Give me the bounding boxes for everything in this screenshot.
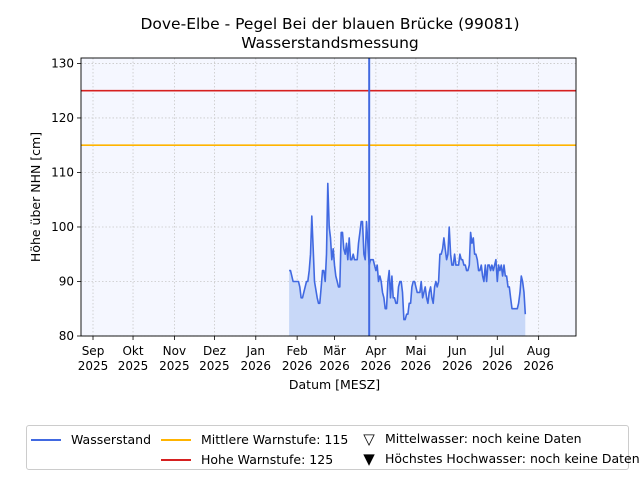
legend-item-hochwasser: ▼ Höchstes Hochwasser: noch keine Daten <box>361 449 640 468</box>
legend-label-hohe: Hohe Warnstufe: 125 <box>201 452 334 467</box>
triangle-down-filled-icon: ▼ <box>363 449 375 468</box>
y-tick-label: 100 <box>51 220 74 234</box>
legend-line-wasserstand <box>31 438 61 441</box>
x-tick-year-label: 2025 <box>78 359 109 373</box>
x-tick-year-label: 2026 <box>523 359 554 373</box>
x-tick-year-label: 2026 <box>442 359 473 373</box>
y-tick-label: 110 <box>51 165 74 179</box>
x-tick-label: Sep <box>82 344 105 358</box>
x-tick-label: Dez <box>203 344 226 358</box>
x-tick-label: Jun <box>447 344 467 358</box>
x-tick-label: Mai <box>405 344 426 358</box>
legend-label-hochwasser: Höchstes Hochwasser: noch keine Daten <box>385 451 640 466</box>
x-tick-label: Nov <box>163 344 186 358</box>
legend-item-wasserstand: Wasserstand <box>31 432 151 447</box>
legend-label-mittelwasser: Mittelwasser: noch keine Daten <box>385 431 582 446</box>
x-tick-label: Aug <box>527 344 550 358</box>
legend-item-mittlere-warnstufe: Mittlere Warnstufe: 115 <box>161 432 348 447</box>
y-axis-label: Höhe über NHN [cm] <box>28 132 43 262</box>
x-tick-year-label: 2026 <box>361 359 392 373</box>
x-tick-label: Mär <box>323 344 346 358</box>
chart-legend: Wasserstand Mittlere Warnstufe: 115 Hohe… <box>26 425 640 470</box>
legend-label-wasserstand: Wasserstand <box>71 432 152 447</box>
x-tick-year-label: 2026 <box>241 359 272 373</box>
series-area-wasserstand <box>289 183 526 336</box>
x-axis-label: Datum [MESZ] <box>289 377 380 392</box>
y-tick-label: 120 <box>51 111 74 125</box>
x-tick-label: Jul <box>489 344 504 358</box>
x-tick-year-label: 2025 <box>199 359 230 373</box>
x-tick-year-label: 2025 <box>118 359 149 373</box>
y-tick-label: 90 <box>59 274 74 288</box>
x-tick-year-label: 2026 <box>319 359 350 373</box>
x-tick-year-label: 2025 <box>159 359 190 373</box>
plot-frame <box>80 57 577 337</box>
legend-line-hohe <box>161 458 191 461</box>
x-tick-year-label: 2026 <box>401 359 432 373</box>
x-tick-label: Jan <box>246 344 266 358</box>
legend-line-mittlere <box>161 438 191 441</box>
chart-title: Dove-Elbe - Pegel Bei der blauen Brücke … <box>140 15 520 33</box>
x-tick-label: Okt <box>122 344 143 358</box>
x-tick-label: Feb <box>287 344 308 358</box>
x-tick-year-label: 2026 <box>282 359 313 373</box>
y-tick-label: 80 <box>59 329 74 343</box>
triangle-down-open-icon: ▽ <box>363 429 375 448</box>
x-tick-label: Apr <box>365 344 386 358</box>
legend-label-mittlere: Mittlere Warnstufe: 115 <box>201 432 349 447</box>
legend-item-mittelwasser: ▽ Mittelwasser: noch keine Daten <box>361 429 582 448</box>
series-line-wasserstand <box>289 182 527 321</box>
x-tick-year-label: 2026 <box>482 359 513 373</box>
chart-subtitle: Wasserstandsmessung <box>241 34 419 52</box>
y-tick-label: 130 <box>51 56 74 70</box>
legend-item-hohe-warnstufe: Hohe Warnstufe: 125 <box>161 452 333 467</box>
